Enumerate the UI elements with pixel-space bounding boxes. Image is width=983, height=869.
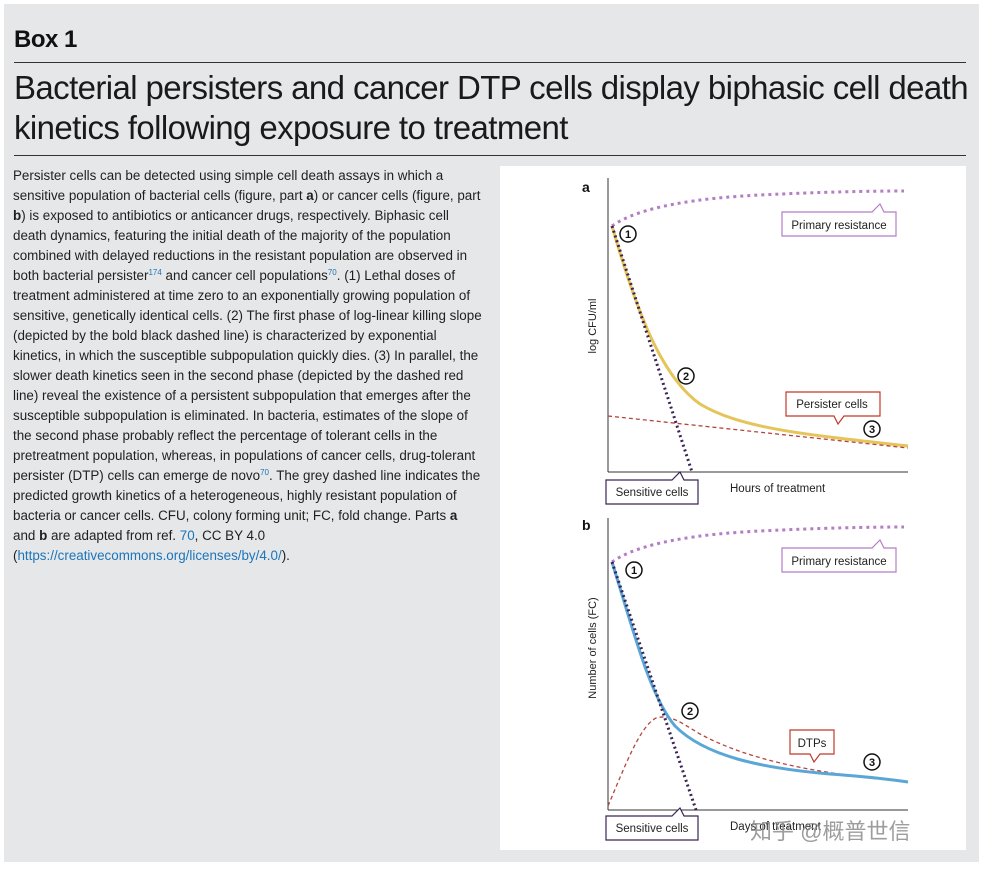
marker-3: 3 (863, 420, 881, 438)
license-link[interactable]: https://creativecommons.org/licenses/by/… (17, 548, 282, 563)
box-label: Box 1 (14, 26, 77, 53)
svg-text:1: 1 (625, 229, 631, 241)
divider (14, 62, 966, 63)
svg-text:2: 2 (687, 706, 693, 718)
svg-text:Persister cells: Persister cells (796, 399, 868, 411)
sensitive-line (610, 561, 698, 811)
y-axis-label: Number of cells (FC) (587, 597, 599, 698)
callout-dtps: DTPs (789, 729, 835, 764)
ref-link-70[interactable]: 70 (179, 528, 195, 543)
persister-curve (610, 225, 909, 448)
box-panel: Box 1 Bacterial persisters and cancer DT… (4, 4, 979, 862)
svg-text:3: 3 (869, 757, 875, 769)
divider (14, 155, 966, 156)
x-axis-label: Days of treatment (730, 821, 822, 833)
callout-persister-cells: Persister cells (785, 391, 881, 426)
x-axis-label: Hours of treatment (730, 483, 826, 495)
svg-text:DTPs: DTPs (798, 738, 827, 750)
box-title: Bacterial persisters and cancer DTP cell… (14, 69, 969, 146)
svg-text:2: 2 (683, 371, 689, 383)
citation-70[interactable]: 70 (327, 268, 337, 277)
watermark: 知乎 @概普世信 (750, 819, 911, 844)
svg-text:3: 3 (869, 424, 875, 436)
marker-1: 1 (619, 225, 637, 243)
svg-text:Sensitive cells: Sensitive cells (616, 823, 689, 835)
svg-text:Primary resistance: Primary resistance (791, 556, 886, 568)
primary-resistance-curve (611, 525, 905, 564)
marker-2: 2 (681, 702, 699, 720)
panel-a: a log CFU/ml Hours of treatment 1 (582, 178, 909, 505)
callout-sensitive-cells: Sensitive cells (605, 806, 699, 841)
marker-2: 2 (677, 367, 695, 385)
sensitive-line (610, 225, 694, 473)
callout-sensitive-cells: Sensitive cells (605, 470, 699, 505)
panel-b-label: b (582, 517, 591, 533)
citation-174[interactable]: 174 (148, 268, 162, 277)
body-paragraph: Persister cells can be detected using si… (13, 168, 482, 563)
svg-text:Sensitive cells: Sensitive cells (616, 487, 689, 499)
svg-text:1: 1 (631, 565, 637, 577)
second-phase-line (607, 415, 909, 449)
dtp-emergence-line (607, 716, 909, 807)
marker-1: 1 (625, 561, 643, 579)
primary-resistance-curve (611, 189, 905, 228)
svg-text:Primary resistance: Primary resistance (791, 220, 886, 232)
y-axis-label: log CFU/ml (587, 298, 599, 353)
callout-primary-resistance: Primary resistance (781, 202, 897, 237)
citation-70[interactable]: 70 (260, 468, 269, 477)
callout-primary-resistance: Primary resistance (781, 538, 897, 573)
figure: a log CFU/ml Hours of treatment 1 (500, 166, 966, 850)
persister-curve (610, 561, 909, 784)
panel-a-label: a (582, 179, 590, 195)
marker-3: 3 (863, 753, 881, 771)
panel-b: b Number of cells (FC) Days of treatment… (582, 517, 909, 841)
